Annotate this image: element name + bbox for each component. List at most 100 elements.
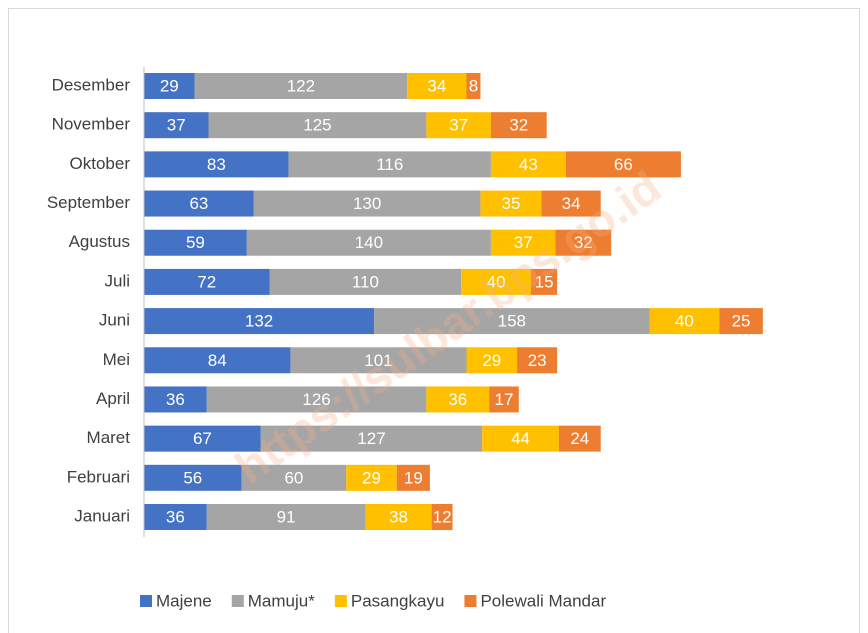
bar-segment (466, 73, 481, 99)
data-label: 125 (303, 116, 331, 135)
bar-segment (246, 229, 491, 256)
data-label: 29 (160, 76, 179, 95)
bar-segment (144, 190, 254, 217)
bar-segment (144, 151, 289, 178)
data-label: 126 (302, 390, 330, 409)
data-label: 12 (433, 507, 452, 526)
bar-segment (649, 308, 720, 335)
bar-segment (290, 347, 467, 374)
bar-segment (489, 386, 519, 413)
data-label: 38 (389, 507, 408, 526)
bar-segment (396, 464, 430, 491)
bar-segment (144, 73, 195, 99)
legend-swatch (231, 595, 244, 607)
data-label: 67 (193, 429, 212, 448)
bar-segment (565, 151, 681, 178)
bar-segment (431, 504, 453, 530)
bar-segment (144, 229, 247, 256)
bar-segment (490, 112, 547, 139)
data-label: 17 (495, 390, 514, 409)
y-tick-label: Juni (99, 311, 130, 330)
data-label: 72 (197, 272, 216, 291)
y-tick-label: Desember (52, 75, 131, 94)
data-label: 132 (245, 312, 273, 331)
data-label: 35 (501, 194, 520, 213)
data-label: 43 (519, 155, 538, 174)
bar-segment (144, 504, 207, 530)
data-label: 15 (535, 272, 554, 291)
bar-segment (144, 112, 209, 139)
bar-segment (288, 151, 491, 178)
bar-segment (144, 386, 207, 413)
data-label: 56 (183, 468, 202, 487)
y-tick-label: Maret (87, 428, 131, 447)
bar-segment (374, 308, 650, 335)
y-tick-label: Februari (67, 467, 130, 486)
bar-segment (466, 347, 518, 374)
legend-label: Mamuju* (248, 591, 315, 610)
data-label: 19 (404, 468, 423, 487)
bar-segment (490, 229, 556, 256)
data-label: 34 (427, 76, 446, 95)
data-label: 59 (186, 233, 205, 252)
bar-segment (426, 386, 490, 413)
bar-segment (558, 425, 601, 452)
bar-segment (208, 112, 427, 139)
legend-swatch (140, 595, 152, 607)
data-label: 37 (514, 233, 533, 252)
bar-segment (461, 268, 531, 295)
data-label: 36 (166, 390, 185, 409)
data-label: 110 (352, 272, 379, 291)
data-label: 60 (284, 468, 303, 487)
y-tick-label: April (96, 389, 130, 408)
bar-segment (194, 73, 408, 99)
data-label: 130 (353, 194, 381, 213)
y-tick-label: Januari (74, 506, 130, 525)
bar-segment (365, 504, 432, 530)
bar-segment (206, 504, 366, 530)
data-label: 84 (208, 351, 227, 370)
data-label: 40 (487, 272, 506, 291)
data-label: 29 (362, 468, 381, 487)
bar-segment (407, 73, 467, 99)
bar-segment (144, 347, 291, 374)
bar-segment (541, 190, 601, 217)
data-label: 101 (364, 351, 392, 370)
y-tick-label: Agustus (69, 232, 130, 251)
y-tick-label: Oktober (70, 154, 131, 173)
bar-segment (490, 151, 566, 178)
data-label: 8 (469, 76, 478, 95)
bar-segment (269, 268, 462, 295)
data-label: 37 (167, 116, 186, 135)
bar-segment (517, 347, 558, 374)
bar-segment (426, 112, 491, 139)
data-label: 83 (207, 155, 226, 174)
legend-swatch (334, 595, 347, 607)
data-label: 25 (732, 312, 751, 331)
bar-segment (253, 190, 481, 217)
data-label: 34 (562, 194, 581, 213)
bar-segment (719, 308, 763, 335)
data-label: 24 (570, 429, 589, 448)
bar-segment (480, 190, 542, 217)
data-label: 23 (528, 351, 547, 370)
data-label: 140 (355, 233, 383, 252)
bar-segment (531, 268, 558, 295)
bar-segment (555, 229, 612, 256)
data-label: 32 (509, 116, 528, 135)
bar-segment (144, 425, 261, 452)
bar-segment (144, 308, 375, 335)
data-label: 127 (357, 429, 385, 448)
data-label: 32 (574, 233, 593, 252)
bar-segment (144, 268, 270, 295)
data-label: 44 (511, 429, 530, 448)
data-label: 122 (287, 76, 315, 95)
data-label: 36 (448, 390, 467, 409)
legend-label: Pasangkayu (351, 591, 445, 610)
bar-segment (482, 425, 559, 452)
data-label: 36 (166, 507, 185, 526)
bar-segment (241, 464, 347, 491)
bar-segment (260, 425, 483, 452)
